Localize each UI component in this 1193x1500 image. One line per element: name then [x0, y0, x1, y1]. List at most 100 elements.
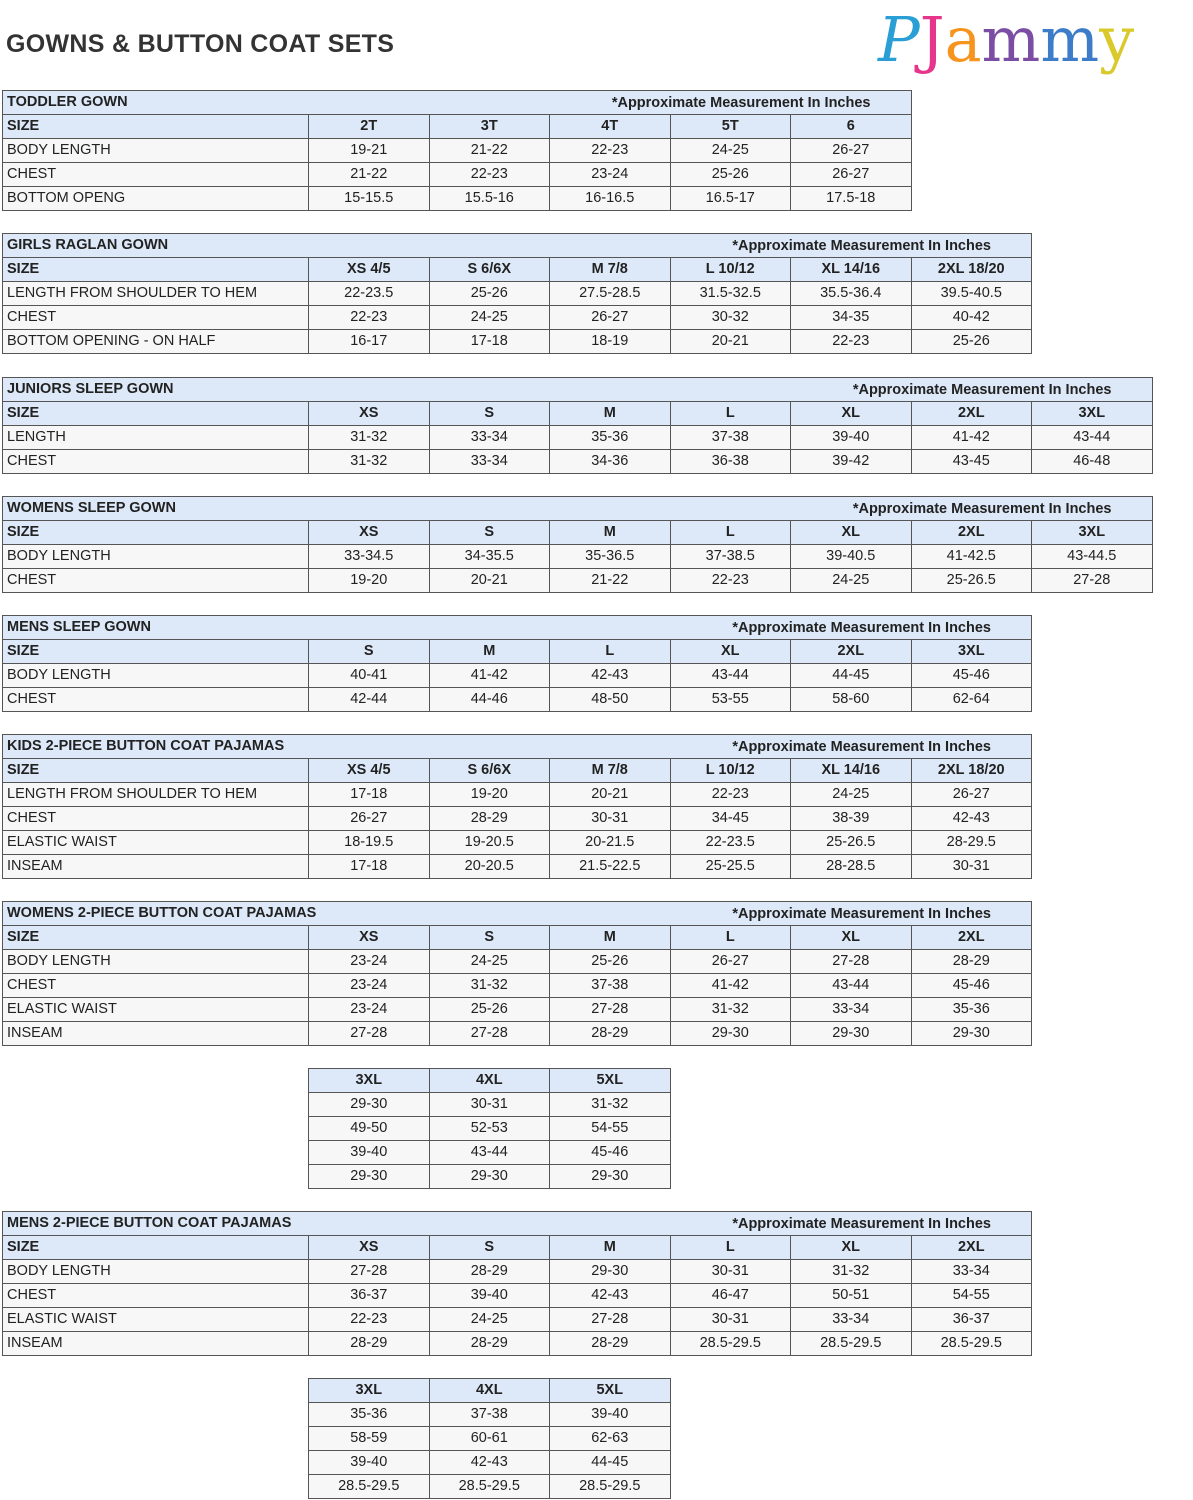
measurement-cell: 34-35 — [790, 305, 912, 330]
measurement-cell: 28-29 — [549, 1021, 671, 1046]
row-label: ELASTIC WAIST — [2, 1307, 309, 1332]
row-label: BODY LENGTH — [2, 138, 309, 163]
measurement-cell: 42-43 — [910, 806, 1032, 831]
measurement-cell: 19-20 — [428, 782, 550, 807]
measurement-cell: 26-27 — [308, 806, 430, 831]
measurement-cell: 33-34 — [790, 1307, 912, 1332]
measurement-cell: 27-28 — [549, 1307, 671, 1332]
column-header: 3XL — [1031, 520, 1153, 545]
measurement-cell: 31-32 — [549, 1092, 671, 1117]
measurement-cell: 36-38 — [669, 449, 791, 474]
column-header: S — [428, 1235, 550, 1260]
column-header: L — [549, 639, 671, 664]
column-header: M 7/8 — [549, 257, 671, 282]
column-header: 2XL — [910, 925, 1032, 950]
measurement-cell: 52-53 — [428, 1116, 550, 1141]
column-header: L — [669, 1235, 791, 1260]
measurement-cell: 22-23 — [428, 162, 550, 187]
measurement-cell: 21.5-22.5 — [549, 854, 671, 879]
column-header: S 6/6X — [428, 257, 550, 282]
measurement-cell: 28-28.5 — [790, 854, 912, 879]
measurement-cell: 31-32 — [428, 973, 550, 998]
measurement-cell: 25-26 — [428, 997, 550, 1022]
table-title: MENS SLEEP GOWN — [7, 619, 151, 635]
measurement-cell: 31-32 — [308, 449, 430, 474]
column-header: 3XL — [308, 1068, 430, 1093]
measurement-cell: 27-28 — [549, 997, 671, 1022]
row-label: INSEAM — [2, 1021, 309, 1046]
row-label: CHEST — [2, 806, 309, 831]
measurement-cell: 30-32 — [669, 305, 791, 330]
measurement-cell: 49-50 — [308, 1116, 430, 1141]
measurement-cell: 19-20 — [308, 568, 430, 593]
measurement-cell: 21-22 — [428, 138, 550, 163]
measurement-cell: 25-26 — [549, 949, 671, 974]
row-label: CHEST — [2, 973, 309, 998]
measurement-cell: 26-27 — [910, 782, 1032, 807]
measurement-cell: 28.5-29.5 — [428, 1474, 550, 1499]
column-header: SIZE — [2, 114, 309, 139]
measurement-cell: 22-23 — [549, 138, 671, 163]
measurement-cell: 36-37 — [910, 1307, 1032, 1332]
row-label: LENGTH FROM SHOULDER TO HEM — [2, 782, 309, 807]
measurement-cell: 43-44 — [669, 663, 791, 688]
measurement-cell: 24-25 — [428, 305, 550, 330]
measurement-cell: 20-20.5 — [428, 854, 550, 879]
logo-letter: a — [944, 3, 982, 76]
measurement-cell: 28.5-29.5 — [669, 1331, 791, 1356]
column-header: XL — [790, 925, 912, 950]
measurement-cell: 20-21.5 — [549, 830, 671, 855]
table-note: *Approximate Measurement In Inches — [732, 906, 991, 922]
measurement-cell: 25-26.5 — [790, 830, 912, 855]
column-header: XS — [308, 401, 430, 426]
measurement-cell: 20-21 — [428, 568, 550, 593]
row-label: ELASTIC WAIST — [2, 997, 309, 1022]
measurement-cell: 45-46 — [549, 1140, 671, 1165]
measurement-cell: 29-30 — [910, 1021, 1032, 1046]
measurement-cell: 22-23 — [669, 782, 791, 807]
column-header: L — [669, 925, 791, 950]
measurement-cell: 37-38 — [428, 1402, 550, 1427]
measurement-cell: 29-30 — [549, 1259, 671, 1284]
measurement-cell: 54-55 — [549, 1116, 671, 1141]
column-header: M 7/8 — [549, 758, 671, 783]
measurement-cell: 41-42 — [669, 973, 791, 998]
measurement-cell: 23-24 — [308, 997, 430, 1022]
measurement-cell: 18-19.5 — [308, 830, 430, 855]
table-title: MENS 2-PIECE BUTTON COAT PAJAMAS — [7, 1215, 292, 1231]
row-label: BOTTOM OPENG — [2, 186, 309, 211]
measurement-cell: 40-42 — [910, 305, 1032, 330]
column-header: 2XL 18/20 — [910, 257, 1032, 282]
column-header: XL — [790, 1235, 912, 1260]
column-header: 6 — [790, 114, 912, 139]
measurement-cell: 18-19 — [549, 329, 671, 354]
measurement-cell: 31-32 — [308, 425, 430, 450]
column-header: SIZE — [2, 758, 309, 783]
column-header: S — [428, 401, 550, 426]
measurement-cell: 28-29.5 — [910, 830, 1032, 855]
measurement-cell: 35-36.5 — [549, 544, 671, 569]
column-header: S 6/6X — [428, 758, 550, 783]
logo: PJammy — [878, 0, 1134, 80]
measurement-cell: 43-44 — [1031, 425, 1153, 450]
table-title-row: MENS 2-PIECE BUTTON COAT PAJAMAS *Approxi… — [2, 1211, 1032, 1236]
measurement-cell: 33-34 — [790, 997, 912, 1022]
column-header: 3XL — [910, 639, 1032, 664]
measurement-cell: 24-25 — [428, 1307, 550, 1332]
column-header: M — [549, 1235, 671, 1260]
column-header: 3XL — [1031, 401, 1153, 426]
table-title: JUNIORS SLEEP GOWN — [7, 381, 174, 397]
measurement-cell: 34-45 — [669, 806, 791, 831]
measurement-cell: 46-48 — [1031, 449, 1153, 474]
measurement-cell: 15.5-16 — [428, 186, 550, 211]
column-header: SIZE — [2, 520, 309, 545]
measurement-cell: 24-25 — [428, 949, 550, 974]
column-header: L 10/12 — [669, 758, 791, 783]
row-label: BODY LENGTH — [2, 663, 309, 688]
measurement-cell: 15-15.5 — [308, 186, 430, 211]
table-note: *Approximate Measurement In Inches — [852, 382, 1112, 398]
column-header: SIZE — [2, 257, 309, 282]
row-label: LENGTH FROM SHOULDER TO HEM — [2, 281, 309, 306]
column-header: XL 14/16 — [790, 758, 912, 783]
